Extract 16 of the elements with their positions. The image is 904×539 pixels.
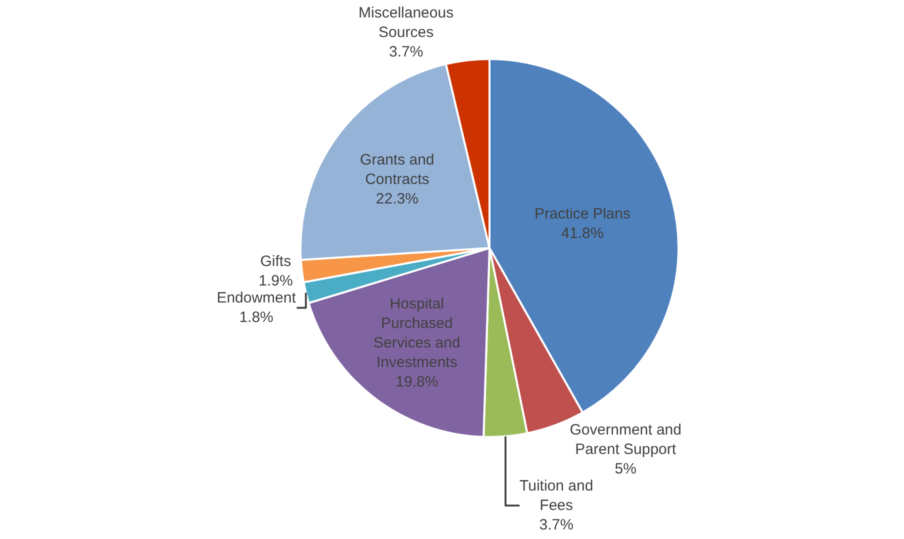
slice-label: Endowment	[216, 290, 297, 307]
data-label: 22.3%	[376, 190, 418, 208]
data-label: 3.7%	[539, 516, 574, 534]
slice-label: Miscellaneous Sources	[358, 4, 454, 42]
data-label: 1.9%	[258, 272, 293, 290]
data-label: 19.8%	[396, 373, 438, 390]
data-label: 1.8%	[239, 309, 274, 326]
data-label: 5%	[614, 460, 636, 478]
slice-label: Government and Parent Support	[570, 422, 682, 458]
slice-label: Practice Plans	[534, 205, 630, 222]
slice-label: Tuition and Fees	[520, 478, 594, 514]
slice-label: Gifts	[260, 253, 292, 270]
data-label: 3.7%	[388, 44, 424, 61]
data-label: 41.8%	[561, 224, 604, 242]
slice-label: Grants and Contracts	[360, 152, 434, 188]
slice-label: Hospital Purchased Services and Investments	[374, 295, 460, 371]
